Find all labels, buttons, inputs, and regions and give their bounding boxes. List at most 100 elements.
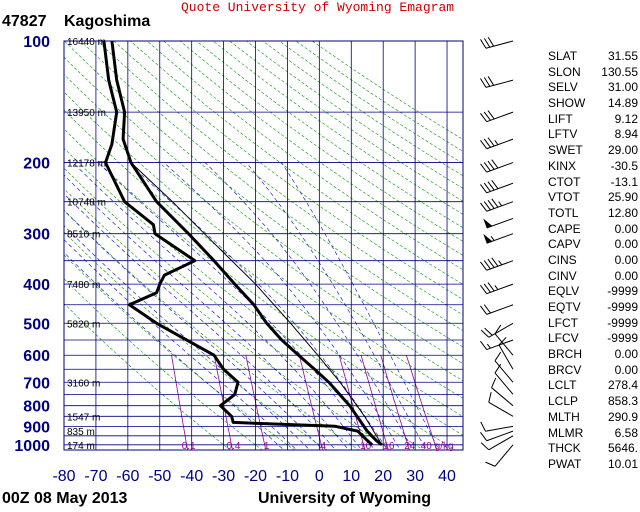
- wind-barb: [480, 257, 514, 271]
- index-value: 0.00: [614, 221, 638, 236]
- barb-full: [483, 138, 491, 148]
- dry-adiabat: [64, 303, 231, 450]
- data-source: University of Wyoming: [258, 490, 432, 507]
- index-key: MLTH: [548, 409, 580, 424]
- y-tick-label: 200: [23, 156, 50, 173]
- dry-adiabat: [64, 147, 457, 450]
- y-tick-label: 1000: [14, 438, 50, 455]
- index-row: CINS 0.00: [548, 253, 638, 269]
- barb-full: [483, 201, 491, 211]
- index-value: 0.00: [614, 268, 638, 283]
- index-key: SLON: [548, 64, 581, 79]
- index-row: SHOW 14.89: [548, 96, 638, 112]
- wind-barb: [488, 392, 514, 417]
- geopotential-height-label: 3160 m: [67, 378, 100, 389]
- y-tick-label: 400: [23, 277, 50, 294]
- barb-full: [491, 377, 497, 388]
- barb-full: [480, 113, 488, 122]
- barb-pennant: [483, 218, 493, 228]
- moist-adiabat: [64, 225, 311, 450]
- index-key: SHOW: [548, 96, 586, 111]
- dry-adiabat: [64, 209, 360, 450]
- barb-full: [480, 329, 490, 338]
- barb-full: [487, 160, 495, 170]
- barb-half: [486, 343, 491, 349]
- barb-full: [498, 337, 507, 346]
- index-value: 278.4: [607, 378, 638, 393]
- y-tick-label: 700: [23, 375, 50, 392]
- barb-half: [494, 140, 499, 145]
- index-key: CINV: [548, 268, 577, 283]
- index-row: LFTV 8.94: [548, 127, 638, 143]
- index-value: 0.00: [614, 362, 638, 377]
- sounding-indices-table: SLAT 31.55 SLON 130.55 SELV 31.00 SHOW 14.89 LIF…: [548, 49, 638, 473]
- dewpoint-profile-line: [102, 41, 374, 446]
- barb-full: [487, 199, 495, 209]
- barb-full: [487, 282, 495, 292]
- x-tick-label: 0: [315, 468, 324, 485]
- observation-time: 00Z 08 May 2013: [2, 490, 128, 507]
- barb-full: [494, 351, 502, 362]
- wind-barb: [498, 337, 514, 370]
- x-tick-label: -60: [116, 468, 139, 485]
- dry-adiabat: [64, 188, 392, 450]
- wind-barb: [480, 435, 514, 451]
- geopotential-height-label: 835 m: [67, 427, 95, 438]
- moist-adiabat: [127, 162, 388, 450]
- barb-full: [483, 162, 491, 172]
- index-value: 31.00: [607, 80, 638, 95]
- index-row: SLON 130.55: [548, 65, 638, 81]
- index-key: LCLP: [548, 394, 579, 409]
- index-row: CAPV 0.00: [548, 237, 638, 253]
- index-row: LCLT 278.4: [548, 378, 638, 394]
- geopotential-height-label: 8510 m: [67, 230, 100, 241]
- wind-barb: [494, 324, 514, 356]
- chart-source-title: Quote University of Wyoming Emagram: [181, 0, 455, 15]
- x-tick-label: 20: [374, 468, 392, 485]
- station-name: Kagoshima: [64, 13, 151, 30]
- barb-full: [491, 159, 499, 169]
- barb-half: [498, 201, 503, 207]
- index-key: SWET: [548, 143, 583, 158]
- temperature-profile-line: [110, 41, 383, 446]
- moist-adiabat: [64, 252, 285, 450]
- index-key: MLMR: [548, 425, 584, 440]
- barb-full: [480, 261, 488, 271]
- barb-shaft: [494, 372, 514, 395]
- mixing-ratio-label: 40 g/kg: [421, 441, 454, 452]
- index-value: 14.89: [607, 96, 638, 111]
- barb-full: [487, 137, 495, 147]
- dry-adiabat: [64, 128, 463, 436]
- y-tick-label: 100: [23, 34, 50, 51]
- geopotential-height-label: 5820 m: [67, 319, 100, 330]
- wind-barb: [480, 282, 514, 295]
- barb-shaft: [486, 339, 514, 351]
- barb-full: [487, 181, 495, 191]
- barb-full: [480, 78, 487, 88]
- wind-barb: [480, 421, 514, 432]
- barb-half: [494, 285, 499, 290]
- barb-shaft: [488, 322, 514, 338]
- index-row: THCK 5646.: [548, 441, 638, 457]
- index-row: PWAT 10.01: [548, 457, 638, 473]
- index-key: SELV: [548, 80, 578, 95]
- barb-full: [483, 304, 491, 314]
- moist-adiabat: [163, 162, 401, 450]
- dry-adiabat: [64, 56, 463, 364]
- y-tick-label: 600: [23, 348, 50, 365]
- index-key: EQTV: [548, 300, 581, 314]
- index-row: MLTH 290.9: [548, 410, 638, 426]
- barb-full: [480, 340, 488, 350]
- index-row: LFCT -9999: [548, 316, 638, 332]
- wind-barb: [480, 304, 514, 315]
- index-key: BRCV: [548, 362, 582, 377]
- dry-adiabat: [64, 278, 263, 450]
- barb-full: [480, 140, 488, 150]
- barb-full: [485, 461, 496, 467]
- x-tick-label: -80: [52, 468, 75, 485]
- mixing-ratio-line: [299, 355, 324, 450]
- barb-full: [494, 324, 502, 335]
- geopotential-height-label: 13950 m: [67, 108, 106, 119]
- index-row: SWET 29.00: [548, 143, 638, 159]
